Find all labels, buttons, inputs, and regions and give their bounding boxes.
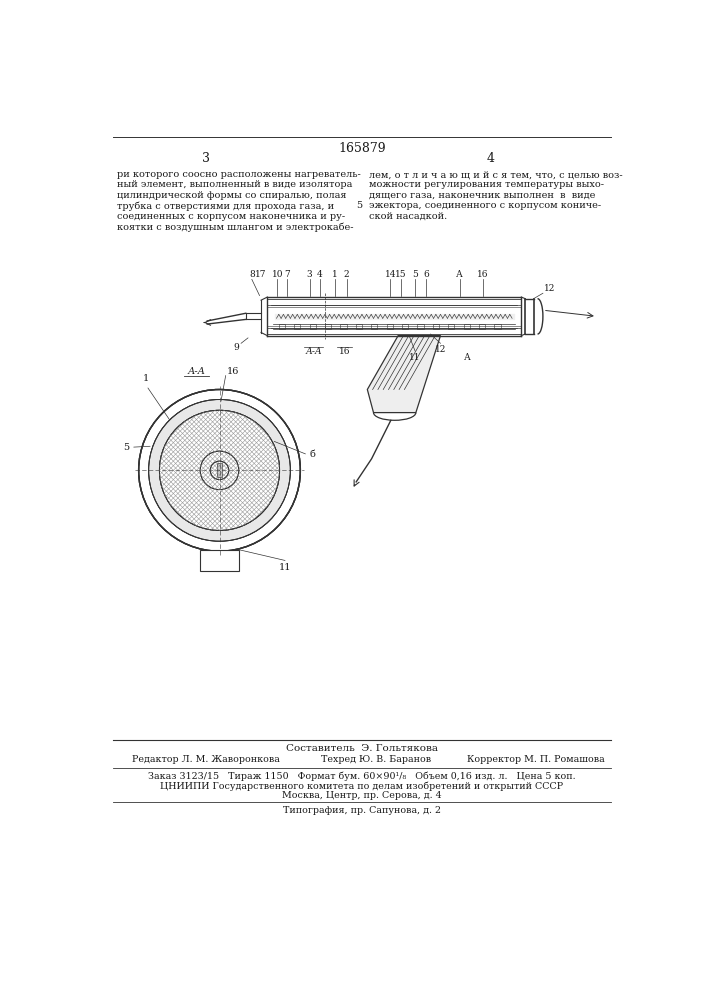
Circle shape: [160, 410, 279, 530]
Text: 9: 9: [233, 343, 239, 352]
Text: Редактор Л. М. Жаворонкова: Редактор Л. М. Жаворонкова: [132, 755, 281, 764]
Text: б: б: [310, 450, 315, 459]
Text: Техред Ю. В. Баранов: Техред Ю. В. Баранов: [321, 755, 431, 764]
Text: А-А: А-А: [305, 347, 322, 356]
Text: ри которого соосно расположены нагреватель-: ри которого соосно расположены нагревате…: [117, 170, 361, 179]
Text: 16: 16: [339, 347, 350, 356]
Text: ный элемент, выполненный в виде изолятора: ный элемент, выполненный в виде изолятор…: [117, 180, 353, 189]
Text: 165879: 165879: [338, 142, 386, 155]
Text: Составитель  Э. Гольтякова: Составитель Э. Гольтякова: [286, 744, 438, 753]
Text: 14: 14: [385, 270, 396, 279]
Text: 8: 8: [249, 270, 255, 279]
Text: 4: 4: [486, 152, 494, 165]
Text: 17: 17: [255, 270, 266, 279]
Text: ЦНИИПИ Государственного комитета по делам изобретений и открытий СССР: ЦНИИПИ Государственного комитета по дела…: [160, 781, 563, 791]
Text: 10: 10: [271, 270, 283, 279]
Circle shape: [200, 451, 239, 490]
Text: 16: 16: [227, 367, 240, 376]
Text: 7: 7: [284, 270, 290, 279]
Text: соединенных с корпусом наконечника и ру-: соединенных с корпусом наконечника и ру-: [117, 212, 345, 221]
Text: Москва, Центр, пр. Серова, д. 4: Москва, Центр, пр. Серова, д. 4: [282, 791, 442, 800]
Text: 5: 5: [356, 201, 362, 210]
Text: 4: 4: [317, 270, 322, 279]
Text: Заказ 3123/15   Тираж 1150   Формат бум. 60×90¹/₈   Объем 0,16 изд. л.   Цена 5 : Заказ 3123/15 Тираж 1150 Формат бум. 60×…: [148, 771, 575, 781]
Text: дящего газа, наконечник выполнен  в  виде: дящего газа, наконечник выполнен в виде: [369, 191, 595, 200]
Text: 12: 12: [544, 284, 556, 293]
Text: 3: 3: [307, 270, 312, 279]
Text: 1: 1: [332, 270, 338, 279]
Text: Корректор М. П. Ромашова: Корректор М. П. Ромашова: [467, 755, 605, 764]
Text: 1: 1: [144, 374, 149, 383]
Text: 5: 5: [123, 443, 129, 452]
Bar: [217, 463, 222, 477]
Text: цилиндрической формы со спиралью, полая: цилиндрической формы со спиралью, полая: [117, 191, 346, 200]
Text: Типография, пр. Сапунова, д. 2: Типография, пр. Сапунова, д. 2: [283, 806, 441, 815]
Text: 2: 2: [344, 270, 349, 279]
Text: лем, о т л и ч а ю щ и й с я тем, что, с целью воз-: лем, о т л и ч а ю щ и й с я тем, что, с…: [369, 170, 622, 179]
Circle shape: [210, 461, 229, 480]
Bar: [200, 550, 239, 571]
Polygon shape: [368, 336, 440, 413]
Text: А-А: А-А: [187, 367, 206, 376]
Text: 6: 6: [423, 270, 428, 279]
Text: А: А: [464, 353, 471, 362]
Text: А: А: [456, 270, 463, 279]
Text: трубка с отверстиями для прохода газа, и: трубка с отверстиями для прохода газа, и: [117, 201, 334, 211]
Text: 12: 12: [435, 345, 446, 354]
Text: 5: 5: [412, 270, 418, 279]
Circle shape: [148, 400, 291, 541]
Text: 11: 11: [279, 563, 291, 572]
Circle shape: [160, 410, 279, 530]
Text: можности регулирования температуры выхо-: можности регулирования температуры выхо-: [369, 180, 604, 189]
Text: 3: 3: [201, 152, 210, 165]
Text: 16: 16: [477, 270, 489, 279]
Text: 11: 11: [409, 353, 421, 362]
Text: ской насадкой.: ской насадкой.: [369, 212, 447, 221]
Text: коятки с воздушным шлангом и электрокабе-: коятки с воздушным шлангом и электрокабе…: [117, 222, 354, 232]
Text: эжектора, соединенного с корпусом кониче-: эжектора, соединенного с корпусом кониче…: [369, 201, 601, 210]
Text: 15: 15: [395, 270, 407, 279]
